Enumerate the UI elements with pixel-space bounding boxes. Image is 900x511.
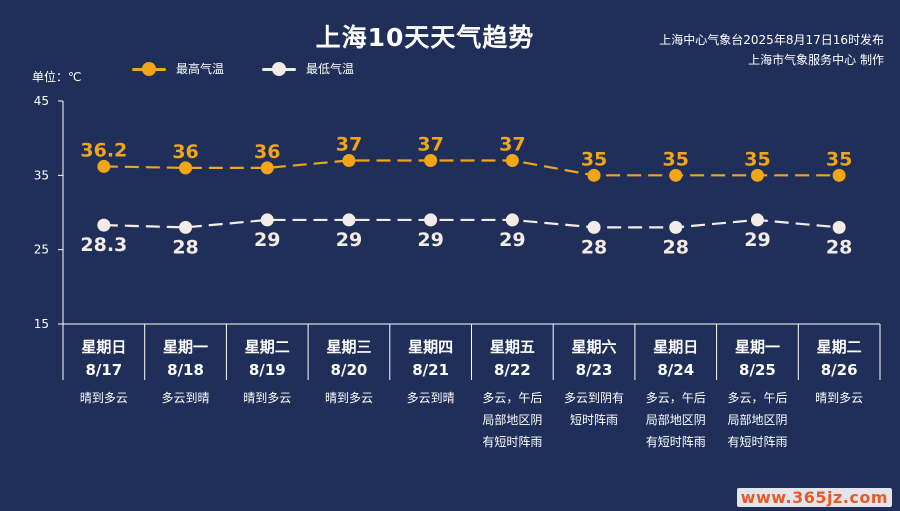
low-temp-label: 28 [581,236,607,258]
high-temp-point [587,168,601,182]
weather-text: 短时阵雨 [570,413,618,427]
legend-swatch-high [132,61,166,76]
issue-time-text: 上海中心气象台2025年8月17日16时发布 [659,33,884,47]
producer-text: 上海市气象服务中心 制作 [748,53,884,67]
y-tick-label: 35 [34,168,49,182]
weekday-label: 星期二 [245,338,290,356]
high-temp-point [424,153,438,167]
low-temp-point [750,213,764,227]
weather-text: 局部地区阴 [646,412,706,427]
date-label: 8/19 [249,361,286,379]
low-temp-point [669,220,683,234]
weekday-label: 星期三 [326,338,371,356]
date-label: 8/24 [657,361,694,379]
legend-swatch-low [262,61,297,76]
legend-label-high: 最高气温 [176,62,225,76]
high-temp-point [669,168,683,182]
weather-text: 多云，午后 [646,391,706,405]
weather-text: 多云到晴 [162,391,210,405]
weather-text: 有短时阵雨 [646,435,706,449]
weather-text: 有短时阵雨 [727,435,787,449]
high-temp-label: 35 [744,148,770,170]
weather-text: 多云到阴有 [564,391,624,405]
low-temp-label: 29 [254,229,280,251]
weekday-label: 星期六 [572,338,617,356]
weekday-label: 星期一 [735,338,780,356]
high-temp-label: 37 [336,133,362,155]
low-temp-label: 29 [744,229,770,251]
weather-text: 晴到多云 [80,391,128,405]
y-tick-label: 15 [34,317,49,331]
weather-text: 有短时阵雨 [482,435,542,449]
high-temp-label: 35 [826,148,852,170]
date-label: 8/23 [576,361,613,379]
weekday-label: 星期日 [653,338,698,356]
high-temp-point [342,153,356,167]
low-temp-point [97,218,111,232]
date-label: 8/26 [821,361,858,379]
unit-label: 单位：℃ [32,70,82,84]
y-tick-label: 45 [34,94,49,108]
high-temp-label: 37 [417,133,443,155]
weather-text: 多云，午后 [727,391,787,405]
weekday-label: 星期日 [81,338,126,356]
low-temp-label: 29 [499,229,525,251]
date-label: 8/21 [412,361,449,379]
weather-text: 晴到多云 [243,391,291,405]
low-temp-label: 28 [826,236,852,258]
weather-text: 多云，午后 [482,391,542,405]
date-label: 8/18 [167,361,204,379]
legend-item-low: 最低气温 [262,60,354,77]
high-temp-point [97,159,111,173]
high-temp-label: 36 [254,141,280,163]
chart-title: 上海10天天气趋势 [315,23,535,52]
high-temp-label: 35 [663,148,689,170]
weekday-label: 星期一 [163,338,208,356]
weekday-label: 星期五 [490,338,535,356]
low-temp-label: 29 [336,229,362,251]
low-temp-point [832,220,846,234]
low-temp-label: 28.3 [80,234,127,256]
low-temp-point [424,213,438,227]
legend-label-low: 最低气温 [306,62,355,76]
low-temp-label: 28 [172,236,198,258]
weather-text: 局部地区阴 [482,412,542,427]
issuer-info: 上海中心气象台2025年8月17日16时发布 上海市气象服务中心 制作 [659,30,884,70]
low-temp-point [505,213,519,227]
high-temp-label: 37 [499,133,525,155]
weekday-label: 星期二 [817,338,862,356]
high-temp-point [750,168,764,182]
high-temp-line [103,159,840,177]
weather-text: 多云到晴 [407,391,455,405]
low-temp-line [103,218,840,229]
high-temp-point [260,161,274,175]
high-temp-point [179,161,193,175]
low-temp-point [260,213,274,227]
weather-text: 晴到多云 [815,391,863,405]
low-temp-point [179,220,193,234]
date-label: 8/25 [739,361,776,379]
date-label: 8/20 [331,361,368,379]
site-watermark: www.365jz.com [736,488,892,507]
high-temp-label: 36 [172,141,198,163]
low-temp-label: 29 [417,229,443,251]
weather-text: 局部地区阴 [727,412,787,427]
date-label: 8/17 [85,361,122,379]
y-tick-label: 25 [34,243,49,257]
high-temp-point [505,153,519,167]
legend-item-high: 最高气温 [132,60,224,77]
high-temp-label: 36.2 [80,139,127,161]
weather-text: 晴到多云 [325,391,373,405]
legend: 最高气温 最低气温 [132,60,354,77]
low-temp-point [342,213,356,227]
high-temp-point [832,168,846,182]
low-temp-point [587,220,601,234]
date-label: 8/22 [494,361,531,379]
low-temp-label: 28 [663,236,689,258]
high-temp-label: 35 [581,148,607,170]
weekday-label: 星期四 [408,338,453,356]
